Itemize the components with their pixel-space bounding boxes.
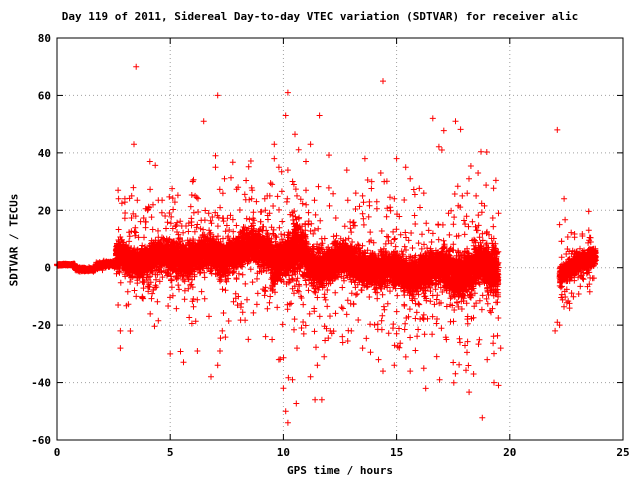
x-tick-label: 10	[277, 446, 290, 459]
y-tick-label: 20	[38, 204, 51, 217]
x-tick-label: 0	[54, 446, 61, 459]
x-axis-label: GPS time / hours	[287, 464, 393, 477]
y-axis-label: SDTVAR / TECUs	[7, 193, 21, 287]
x-tick-label: 5	[167, 446, 174, 459]
y-tick-label: 40	[38, 147, 51, 160]
data-points	[54, 63, 599, 426]
x-tick-label: 15	[390, 446, 403, 459]
y-tick-label: -60	[31, 434, 51, 447]
scatter-points	[54, 63, 599, 426]
chart-title: Day 119 of 2011, Sidereal Day-to-day VTE…	[61, 10, 579, 23]
y-tick-label: 0	[44, 262, 51, 275]
y-tick-label: 60	[38, 89, 51, 102]
y-tick-label: -40	[31, 377, 51, 390]
x-tick-label: 25	[616, 446, 629, 459]
y-tick-label: -20	[31, 319, 51, 332]
x-tick-label: 20	[503, 446, 516, 459]
y-tick-label: 80	[38, 32, 51, 45]
plot-frame	[56, 37, 624, 441]
tick-layer: -60 -40 -20 0 20 40 60 80 0 5 10 15 20 25	[31, 32, 630, 459]
